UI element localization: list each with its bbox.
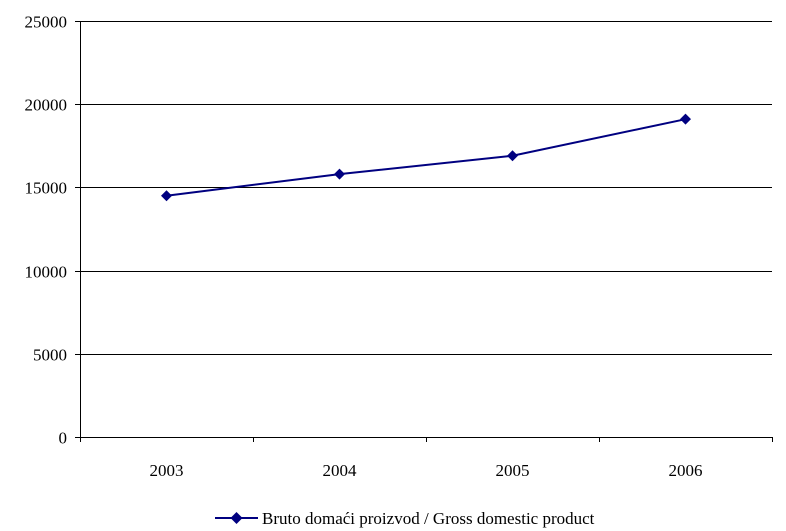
series-layer xyxy=(161,113,691,202)
data-point-2004 xyxy=(334,168,345,180)
data-point-2003 xyxy=(161,190,172,202)
data-point-2005 xyxy=(507,150,518,162)
y-tick-label: 10000 xyxy=(25,263,68,282)
x-tick-label-2005: 2005 xyxy=(496,461,530,480)
y-tick-label: 5000 xyxy=(33,346,67,365)
x-tick-label-2004: 2004 xyxy=(323,461,358,480)
legend-diamond-marker xyxy=(230,512,243,524)
y-tick-label: 0 xyxy=(59,429,68,448)
y-tick-label: 20000 xyxy=(25,96,68,115)
legend-label: Bruto domaći proizvod / Gross domestic p… xyxy=(262,509,595,528)
data-point-2006 xyxy=(680,113,691,125)
y-axis-ticks: 0 5000 10000 15000 20000 25000 xyxy=(25,13,80,448)
legend: Bruto domaći proizvod / Gross domestic p… xyxy=(215,509,595,528)
x-tick-label-2003: 2003 xyxy=(150,461,184,480)
y-tick-label: 15000 xyxy=(25,179,68,198)
x-axis-ticks: 2003 2004 2005 2006 xyxy=(80,437,773,480)
axes xyxy=(80,21,772,438)
y-tick-label: 25000 xyxy=(25,13,68,32)
series-line-0 xyxy=(166,118,686,197)
gridlines xyxy=(80,21,772,355)
x-tick-label-2006: 2006 xyxy=(669,461,703,480)
